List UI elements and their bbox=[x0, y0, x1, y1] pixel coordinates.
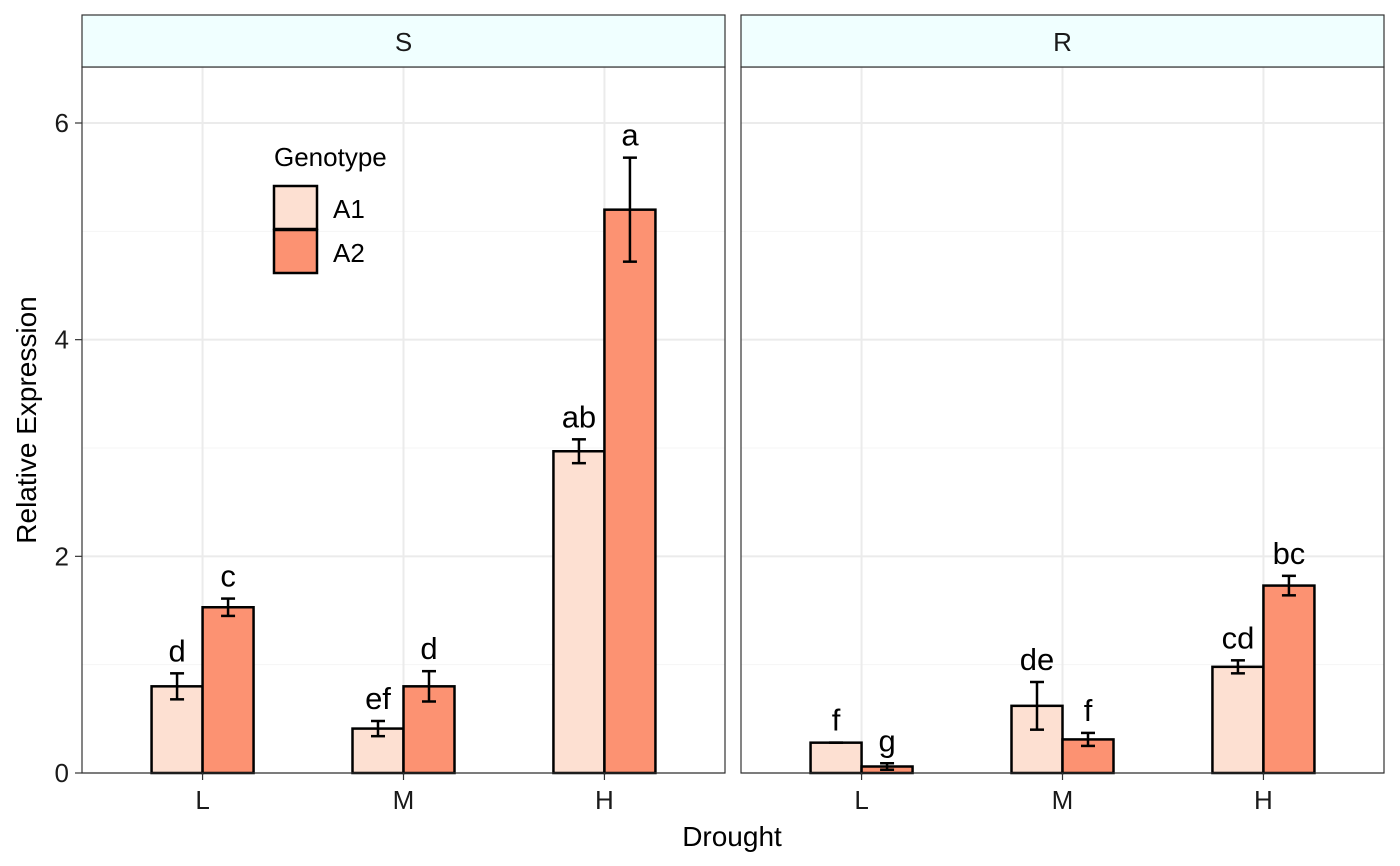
legend-key-A2 bbox=[272, 228, 319, 275]
facet-strip-R bbox=[740, 14, 1385, 68]
x-tick-label: M bbox=[1052, 785, 1074, 815]
bar-S-A2-L bbox=[201, 606, 255, 775]
y-tick-label: 2 bbox=[55, 541, 69, 571]
x-tick-label: L bbox=[854, 785, 868, 815]
significance-letter: c bbox=[220, 559, 236, 594]
y-tick-label: 6 bbox=[55, 108, 69, 138]
legend-label-A1: A1 bbox=[333, 194, 365, 224]
significance-letter: cd bbox=[1222, 620, 1255, 655]
bar-R-A2-H bbox=[1262, 584, 1316, 775]
legend-key-A1 bbox=[272, 184, 319, 231]
y-axis-title: Relative Expression bbox=[11, 296, 42, 543]
x-tick-label: M bbox=[393, 785, 415, 815]
bar-R-A1-H bbox=[1211, 665, 1265, 775]
significance-letter: a bbox=[621, 118, 639, 153]
significance-letter: g bbox=[878, 723, 895, 758]
legend-title: Genotype bbox=[274, 142, 387, 172]
facet-strip-label: R bbox=[1053, 27, 1072, 57]
significance-letter: f bbox=[1084, 693, 1093, 728]
significance-letter: ab bbox=[562, 399, 596, 434]
x-tick-label: H bbox=[1254, 785, 1273, 815]
significance-letter: bc bbox=[1273, 536, 1306, 571]
bar-S-A1-H bbox=[552, 450, 606, 775]
x-axis-title: Drought bbox=[682, 821, 782, 852]
significance-letter: ef bbox=[365, 681, 391, 716]
y-tick-label: 4 bbox=[55, 325, 69, 355]
y-tick-label: 0 bbox=[55, 758, 69, 788]
significance-letter: d bbox=[168, 633, 185, 668]
facet-strip-S bbox=[81, 14, 726, 68]
x-tick-label: H bbox=[595, 785, 614, 815]
x-tick-label: L bbox=[195, 785, 209, 815]
significance-letter: de bbox=[1020, 642, 1054, 677]
significance-letter: f bbox=[832, 703, 841, 738]
bar-R-A1-L bbox=[809, 741, 863, 775]
facet-strip-label: S bbox=[395, 27, 412, 57]
bars-layer bbox=[150, 156, 1316, 775]
significance-letter: d bbox=[420, 631, 437, 666]
grid-layer bbox=[82, 67, 1384, 774]
frame-layer bbox=[75, 14, 1385, 780]
bar-S-A2-H bbox=[603, 208, 657, 775]
legend-label-A2: A2 bbox=[333, 238, 365, 268]
